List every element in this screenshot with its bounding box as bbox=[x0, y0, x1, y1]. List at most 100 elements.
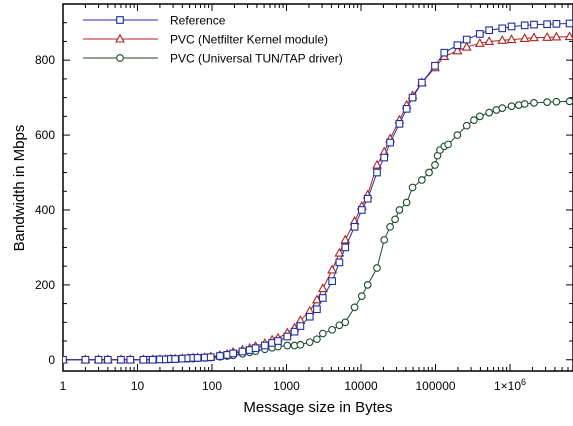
series-circle bbox=[63, 97, 573, 364]
data-point-square bbox=[94, 355, 103, 364]
y-tick-label: 400 bbox=[35, 203, 55, 217]
data-point-circle bbox=[462, 121, 471, 130]
y-axis-ticks: 0 200 400 600 800 bbox=[35, 22, 573, 367]
data-point-circle bbox=[296, 340, 305, 349]
data-point-circle bbox=[530, 99, 538, 107]
legend-item: PVC (Netfilter Kernel module) bbox=[83, 33, 328, 47]
data-point-triangle bbox=[327, 264, 338, 274]
data-point-circle bbox=[552, 97, 561, 106]
legend-label: PVC (Universal TUN/TAP driver) bbox=[170, 52, 343, 66]
data-point-square bbox=[363, 194, 372, 203]
data-point-square bbox=[475, 30, 484, 38]
data-point-square bbox=[261, 341, 269, 350]
data-point-triangle bbox=[474, 37, 485, 47]
data-point-triangle bbox=[551, 31, 562, 41]
data-point-square bbox=[318, 294, 327, 302]
data-point-triangle bbox=[506, 34, 517, 44]
series-line-circle bbox=[63, 100, 570, 361]
legend-marker bbox=[116, 16, 124, 24]
data-point-circle bbox=[402, 198, 411, 207]
x-tick-label: 100 bbox=[202, 379, 222, 393]
data-point-circle bbox=[357, 292, 366, 300]
legend-marker bbox=[116, 54, 124, 62]
data-point-square bbox=[498, 24, 507, 33]
x-axis-ticks: 1 10 100 1000 10000 100000 1×106 bbox=[60, 4, 573, 393]
data-point-circle bbox=[318, 329, 327, 338]
data-point-square bbox=[408, 93, 417, 102]
plot-frame bbox=[62, 3, 573, 372]
data-point-circle bbox=[498, 104, 507, 112]
data-point-circle bbox=[485, 108, 493, 117]
y-tick-label: 600 bbox=[35, 128, 55, 142]
x-tick-label: 100000 bbox=[416, 379, 456, 393]
data-point-square bbox=[341, 243, 350, 252]
data-point-triangle bbox=[334, 247, 345, 257]
data-point-circle bbox=[363, 281, 372, 289]
data-point-triangle bbox=[519, 33, 530, 43]
data-point-square bbox=[296, 322, 305, 330]
data-point-triangle bbox=[529, 32, 539, 42]
data-point-circle bbox=[543, 98, 551, 106]
data-point-square bbox=[507, 22, 516, 31]
data-point-square bbox=[171, 355, 179, 363]
data-point-square bbox=[283, 332, 292, 341]
data-point-square bbox=[139, 355, 148, 364]
data-point-square bbox=[313, 305, 321, 314]
data-point-circle bbox=[350, 303, 359, 312]
legend-item: PVC (Universal TUN/TAP driver) bbox=[83, 52, 343, 66]
data-point-circle bbox=[395, 206, 404, 214]
data-point-square bbox=[126, 355, 135, 364]
data-point-square bbox=[453, 41, 462, 50]
data-point-circle bbox=[470, 116, 478, 124]
x-tick-label: 1 bbox=[60, 379, 67, 393]
data-point-circle bbox=[475, 112, 484, 121]
data-point-square bbox=[485, 26, 493, 35]
data-point-circle bbox=[444, 140, 452, 149]
data-point-square bbox=[373, 168, 381, 177]
data-point-square bbox=[148, 355, 157, 364]
data-point-triangle bbox=[452, 45, 463, 55]
legend: Reference PVC (Netfilter Kernel module) PV… bbox=[83, 14, 343, 66]
series-triangle bbox=[63, 31, 573, 364]
y-tick-label: 200 bbox=[35, 278, 55, 292]
series-layer bbox=[63, 19, 573, 364]
data-point-circle bbox=[380, 236, 389, 244]
data-point-square bbox=[380, 153, 389, 162]
legend-marker bbox=[115, 33, 125, 43]
data-point-square bbox=[328, 277, 336, 285]
data-point-square bbox=[357, 206, 366, 214]
x-tick-label-exponent: 6 bbox=[521, 377, 526, 387]
data-point-square bbox=[440, 48, 449, 57]
data-point-square bbox=[290, 327, 299, 336]
data-point-circle bbox=[453, 131, 462, 139]
data-point-square bbox=[520, 21, 529, 30]
data-point-circle bbox=[391, 215, 399, 224]
data-point-square bbox=[386, 138, 394, 147]
data-point-triangle bbox=[564, 31, 573, 41]
data-point-square bbox=[552, 19, 561, 28]
data-point-square bbox=[565, 19, 573, 28]
data-point-triangle bbox=[372, 159, 382, 169]
data-point-square bbox=[193, 354, 202, 362]
data-point-circle bbox=[335, 321, 344, 330]
data-point-triangle bbox=[497, 34, 508, 44]
data-point-square bbox=[350, 222, 359, 231]
data-point-circle bbox=[418, 176, 426, 184]
data-point-square bbox=[462, 35, 471, 44]
series-square bbox=[63, 19, 573, 364]
data-point-triangle bbox=[484, 36, 495, 45]
data-point-triangle bbox=[317, 283, 328, 293]
data-point-circle bbox=[283, 341, 292, 350]
data-point-triangle bbox=[340, 234, 351, 244]
data-point-circle bbox=[373, 264, 381, 272]
data-point-square bbox=[335, 258, 344, 267]
data-point-square bbox=[81, 355, 90, 364]
legend-label: Reference bbox=[170, 14, 226, 28]
data-point-square bbox=[274, 337, 282, 345]
data-point-square bbox=[63, 355, 67, 364]
data-point-circle bbox=[507, 102, 516, 111]
data-point-triangle bbox=[542, 31, 553, 41]
data-point-circle bbox=[431, 161, 439, 169]
data-point-triangle bbox=[311, 294, 322, 304]
